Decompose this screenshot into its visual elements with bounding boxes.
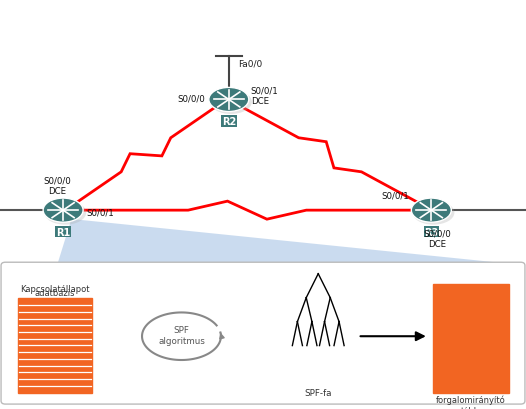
Text: S0/0/1: S0/0/1 <box>86 208 114 217</box>
Text: R3: R3 <box>424 227 439 237</box>
Text: S0/0/0: S0/0/0 <box>177 94 205 103</box>
FancyBboxPatch shape <box>1 263 525 404</box>
Text: S0/0/1
DCE: S0/0/1 DCE <box>251 86 279 105</box>
Ellipse shape <box>411 199 451 222</box>
Text: forgalomirányító
tábla: forgalomirányító tábla <box>436 395 506 409</box>
Text: Kapcsolatállapot: Kapcsolatállapot <box>21 285 90 294</box>
Text: S0/0/0
DCE: S0/0/0 DCE <box>43 176 71 195</box>
Ellipse shape <box>210 91 252 115</box>
Ellipse shape <box>44 201 86 225</box>
Ellipse shape <box>43 199 83 222</box>
Text: R1: R1 <box>56 227 70 237</box>
Ellipse shape <box>209 88 249 112</box>
Text: adatbázis: adatbázis <box>35 289 75 298</box>
Bar <box>18 299 92 393</box>
Text: SPF-fa: SPF-fa <box>305 389 332 398</box>
Ellipse shape <box>412 201 454 225</box>
Text: Fa0/0: Fa0/0 <box>238 59 262 68</box>
Polygon shape <box>57 214 523 265</box>
Text: R2: R2 <box>221 117 236 127</box>
Text: S0/0/1: S0/0/1 <box>381 191 409 200</box>
Text: SPF
algoritmus: SPF algoritmus <box>158 325 205 345</box>
Text: S0/0/0
DCE: S0/0/0 DCE <box>423 229 451 248</box>
Bar <box>433 284 509 393</box>
